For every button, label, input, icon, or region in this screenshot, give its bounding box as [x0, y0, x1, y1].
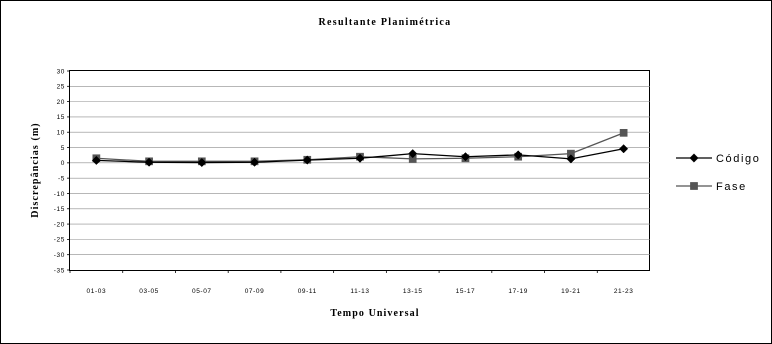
data-point: [566, 154, 576, 164]
y-tick-label: 5: [61, 145, 65, 152]
legend-marker: [690, 182, 698, 190]
x-tick-label: 21-23: [614, 288, 634, 295]
data-point: [249, 157, 260, 167]
y-tick-label: -15: [54, 206, 65, 213]
y-tick-label: -20: [54, 221, 65, 228]
legend: Código Fase: [676, 153, 760, 193]
data-point: [355, 153, 365, 163]
x-tick-label: 11-13: [350, 288, 369, 295]
data-point: [197, 157, 207, 168]
data-point: [619, 128, 628, 137]
data-point: [302, 155, 312, 165]
x-tick-label: 03-05: [139, 288, 159, 295]
y-tick-label: 30: [57, 68, 65, 75]
y-tick-label: 20: [57, 99, 65, 106]
x-tick-label: 15-17: [456, 288, 476, 295]
x-tick-label: 09-11: [298, 288, 317, 295]
legend-marker: [689, 153, 699, 163]
y-tick-label: -25: [54, 237, 65, 244]
legend-label: Fase: [716, 181, 747, 193]
y-tick-label: 10: [57, 130, 65, 137]
series-c-digo: [91, 144, 629, 168]
series-lines: [91, 128, 629, 168]
x-tick-label: 17-19: [508, 288, 528, 295]
x-tick-label: 19-21: [561, 288, 581, 295]
y-axis-ticks: -35 -30 -25 -20 -15 -10 -5 0 5 10 15 20 25 30: [54, 68, 70, 274]
x-tick-label: 07-09: [245, 288, 265, 295]
x-tick-label: 13-15: [403, 288, 423, 295]
data-point: [619, 144, 629, 154]
data-point: [408, 149, 418, 159]
data-point: [144, 157, 154, 167]
data-point: [513, 150, 523, 160]
y-tick-label: 25: [57, 84, 65, 91]
data-point: [460, 152, 471, 162]
y-axis-label: Discrepâncias (m): [30, 122, 41, 217]
y-tick-label: -5: [58, 175, 65, 182]
gridlines: [70, 86, 650, 255]
y-tick-label: -30: [54, 252, 65, 259]
plot-area-border: [69, 70, 650, 271]
legend-item: Fase: [676, 181, 747, 193]
x-tick-label: 01-03: [87, 288, 107, 295]
x-axis-label: Tempo Universal: [330, 308, 419, 319]
chart-title: Resultante Planimétrica: [319, 17, 452, 28]
y-tick-label: 0: [61, 160, 65, 167]
data-point: [91, 155, 101, 165]
y-tick-label: -10: [54, 191, 65, 198]
x-tick-label: 05-07: [192, 288, 212, 295]
legend-label: Código: [716, 153, 760, 165]
legend-item: Código: [676, 153, 760, 165]
y-tick-label: -35: [54, 267, 65, 274]
x-axis-ticks: 01-03 03-05 05-07 07-09 09-11 11-13 13-15 15-17…: [69, 270, 634, 295]
y-tick-label: 15: [57, 114, 65, 121]
